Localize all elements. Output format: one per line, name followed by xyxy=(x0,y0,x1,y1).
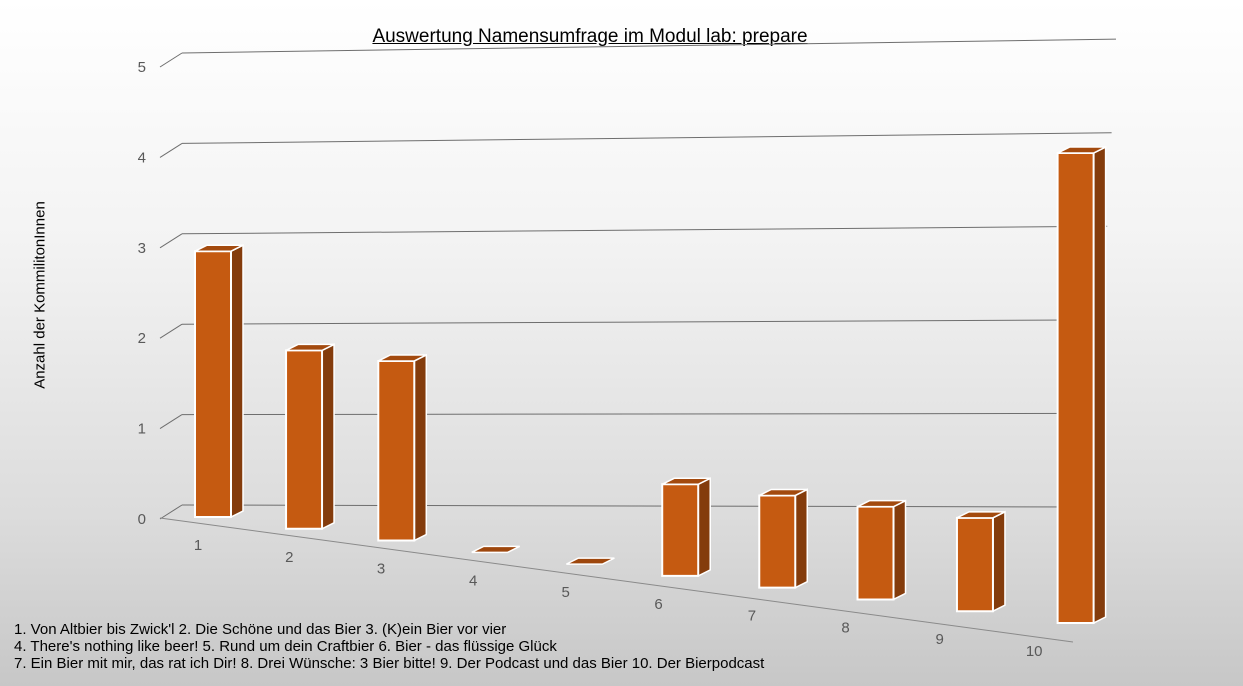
x-tick-label: 7 xyxy=(748,608,756,625)
bar-top xyxy=(1057,146,1106,154)
bar-top xyxy=(956,511,1006,519)
x-tick-label: 9 xyxy=(936,631,944,648)
y-tick-label: 2 xyxy=(138,330,146,347)
bar-side xyxy=(413,353,428,542)
bar-top xyxy=(471,545,521,554)
y-tick-labels: 0 1 2 3 4 5 xyxy=(138,59,146,528)
x-tick-label: 8 xyxy=(841,619,849,636)
bar-side xyxy=(230,244,244,519)
bar-4 xyxy=(471,545,521,554)
y-tick-label: 0 xyxy=(138,511,146,528)
bar-8 xyxy=(856,499,907,601)
legend-line-3: 7. Ein Bier mit mir, das rat ich Dir! 8.… xyxy=(14,655,765,672)
bar-front xyxy=(955,516,994,613)
legend-line-1: 1. Von Altbier bis Zwick'l 2. Die Schöne… xyxy=(14,621,507,638)
gridline-depth-0 xyxy=(159,504,183,520)
gridline-depth-4 xyxy=(159,142,183,158)
gridline-5 xyxy=(181,38,1117,54)
bar-2 xyxy=(285,343,335,530)
bar-top xyxy=(857,499,906,508)
gridline-depth-3 xyxy=(159,233,183,249)
bar-3 xyxy=(377,353,428,542)
bar-front xyxy=(194,250,232,518)
bar-front xyxy=(1056,152,1095,624)
bar-top xyxy=(285,343,335,352)
bar-10 xyxy=(1056,145,1107,625)
x-tick-label: 3 xyxy=(377,561,385,578)
bar-side xyxy=(321,343,335,530)
bar-top xyxy=(194,244,244,252)
legend-line-2: 4. There's nothing like beer! 5. Rund um… xyxy=(14,638,557,655)
bar-5 xyxy=(566,557,615,565)
bar-top xyxy=(377,354,427,362)
gridline-depth-5 xyxy=(159,52,183,68)
bar-top xyxy=(758,488,808,497)
bar-front xyxy=(856,505,895,601)
gridlines xyxy=(159,38,1117,643)
bars xyxy=(194,145,1107,625)
gridline-depth-1 xyxy=(159,414,183,430)
bar-top xyxy=(566,557,615,565)
bar-top xyxy=(661,477,711,486)
gridline-2 xyxy=(181,319,1103,325)
bar-side xyxy=(697,477,711,578)
y-tick-label: 1 xyxy=(138,421,146,438)
bar-front xyxy=(661,483,700,577)
bar-side xyxy=(794,488,809,589)
bar-side xyxy=(992,510,1006,613)
x-tick-label: 10 xyxy=(1026,643,1043,660)
bar-7 xyxy=(758,488,809,589)
gridline-4 xyxy=(181,132,1112,144)
y-tick-label: 5 xyxy=(138,59,146,76)
chart-title: Auswertung Namensumfrage im Modul lab: p… xyxy=(372,26,808,47)
bar-6 xyxy=(661,477,711,578)
y-tick-label: 3 xyxy=(138,240,146,257)
bar-front xyxy=(285,349,324,530)
floor-front-edge xyxy=(159,517,1074,643)
bar-front xyxy=(758,494,797,589)
legend: 1. Von Altbier bis Zwick'l 2. Die Schöne… xyxy=(14,621,764,672)
y-tick-label: 4 xyxy=(138,149,146,166)
x-tick-labels: 1 2 3 4 5 6 7 8 9 10 xyxy=(194,537,1043,660)
bar-side xyxy=(1092,145,1107,625)
gridline-3 xyxy=(181,225,1108,235)
bar-9 xyxy=(955,510,1006,613)
bar-side xyxy=(892,499,907,601)
x-tick-label: 6 xyxy=(654,596,662,613)
bar-1 xyxy=(194,244,244,519)
x-tick-label: 2 xyxy=(285,549,293,566)
x-tick-label: 4 xyxy=(469,572,477,589)
gridline-depth-2 xyxy=(159,323,183,339)
x-tick-label: 5 xyxy=(561,584,569,601)
bar-front xyxy=(377,359,416,542)
x-tick-label: 1 xyxy=(194,537,202,554)
